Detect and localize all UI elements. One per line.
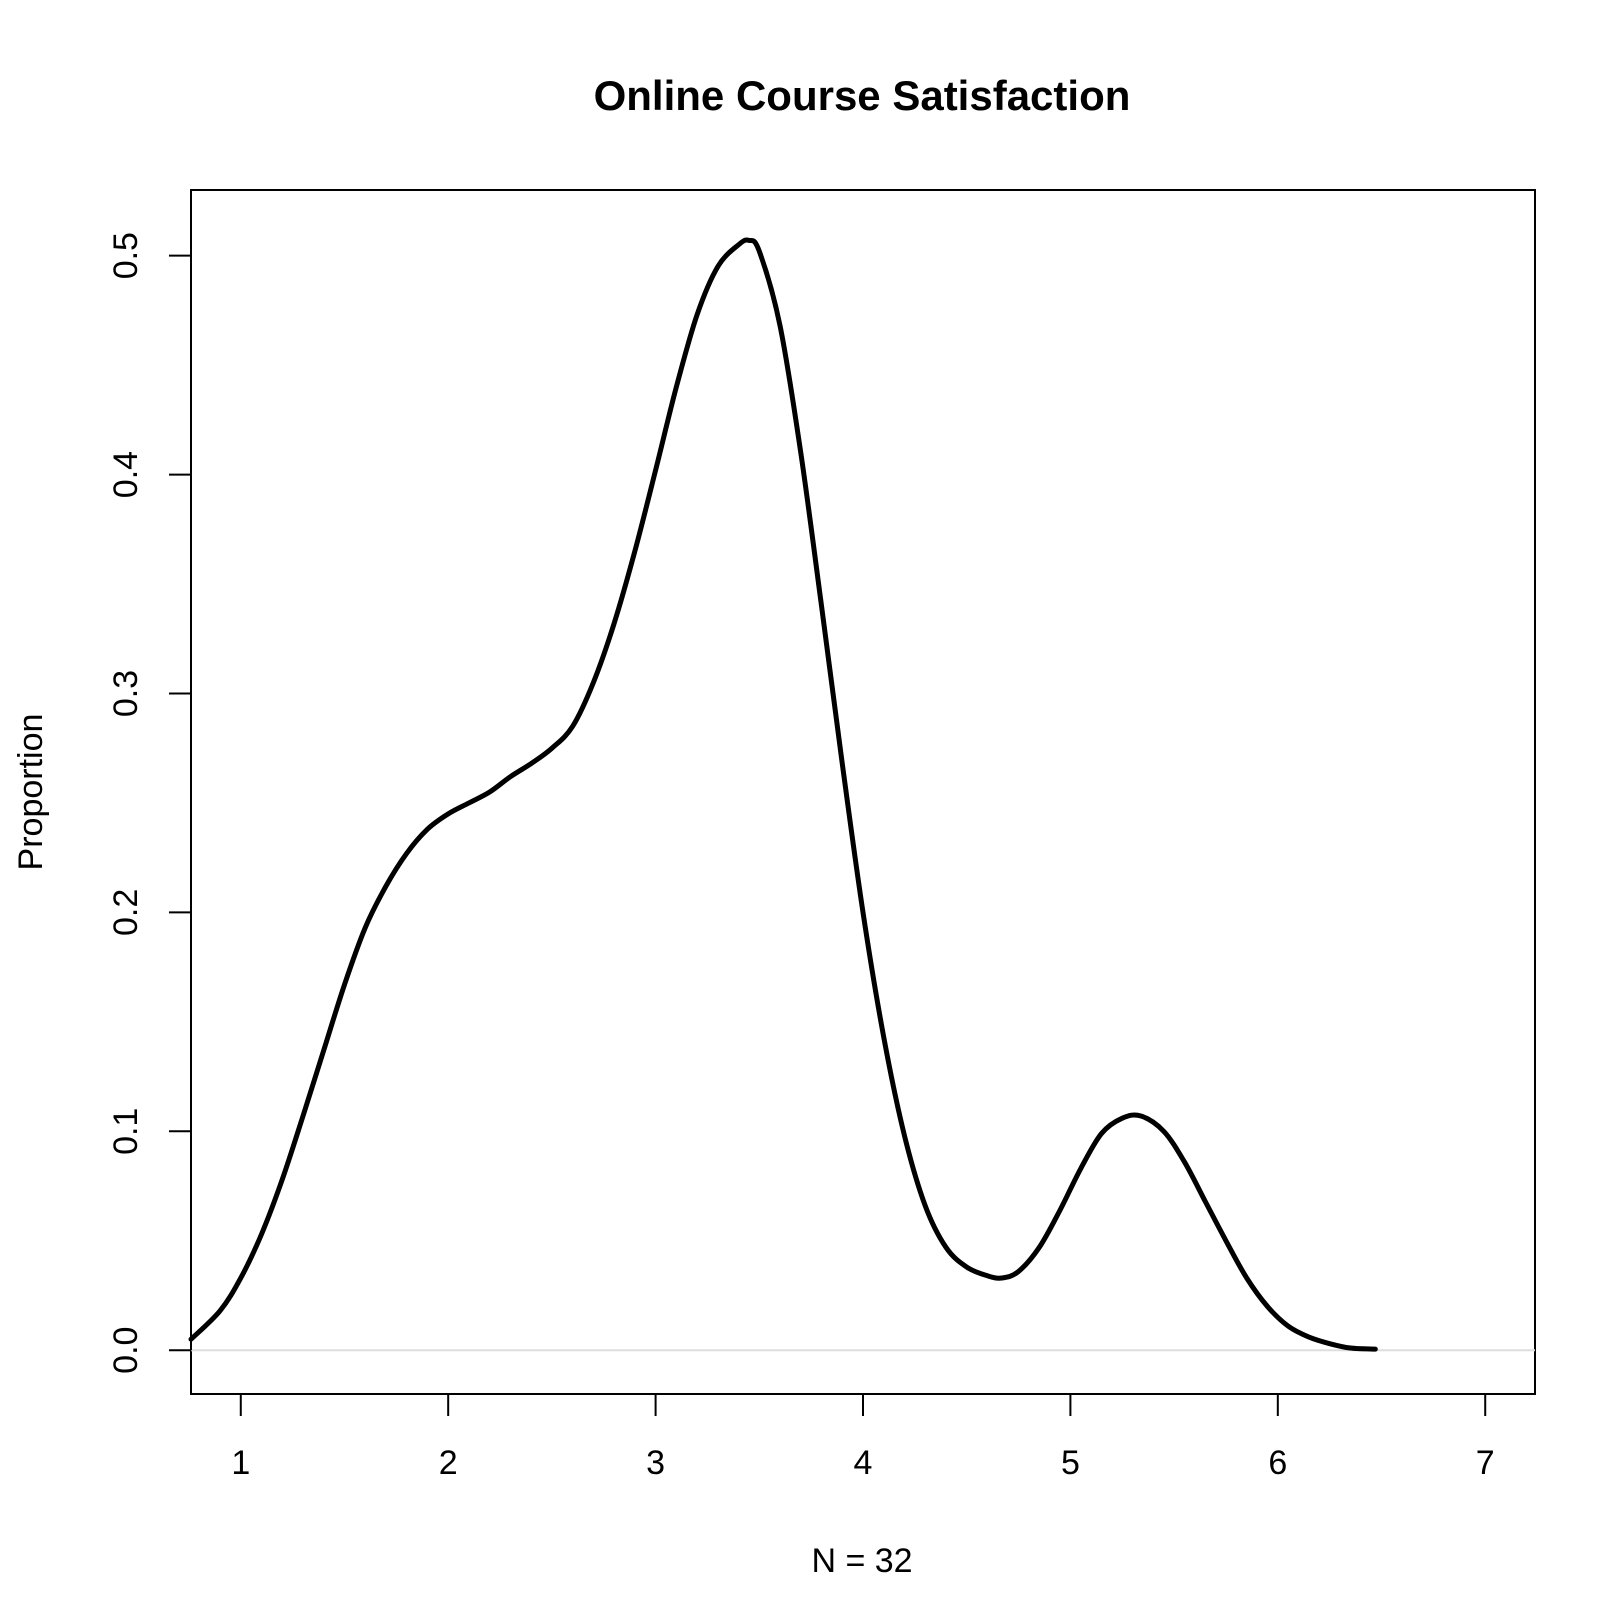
x-tick-label: 2 [439,1444,458,1482]
y-tick-label: 0.5 [107,232,145,279]
y-axis-label: Proportion [12,714,50,871]
x-tick-label: 4 [854,1444,873,1482]
density-curve [188,237,1378,1352]
y-tick-label: 0.0 [107,1327,145,1374]
plot-frame [190,189,1536,1395]
x-tick-label: 1 [231,1444,250,1482]
x-tick-label: 7 [1476,1444,1495,1482]
x-axis: 1 2 3 4 5 6 7 [231,1393,1495,1482]
x-axis-label: N = 32 [811,1542,912,1580]
x-tick-label: 5 [1061,1444,1080,1482]
y-tick-label: 0.1 [107,1108,145,1155]
chart-title: Online Course Satisfaction [594,72,1131,119]
y-tick-label: 0.3 [107,670,145,717]
y-axis: 0.0 0.1 0.2 0.3 0.4 0.5 [107,232,192,1374]
x-tick-label: 6 [1268,1444,1287,1482]
y-tick-label: 0.2 [107,889,145,936]
x-tick-label: 3 [646,1444,665,1482]
y-tick-label: 0.4 [107,451,145,498]
